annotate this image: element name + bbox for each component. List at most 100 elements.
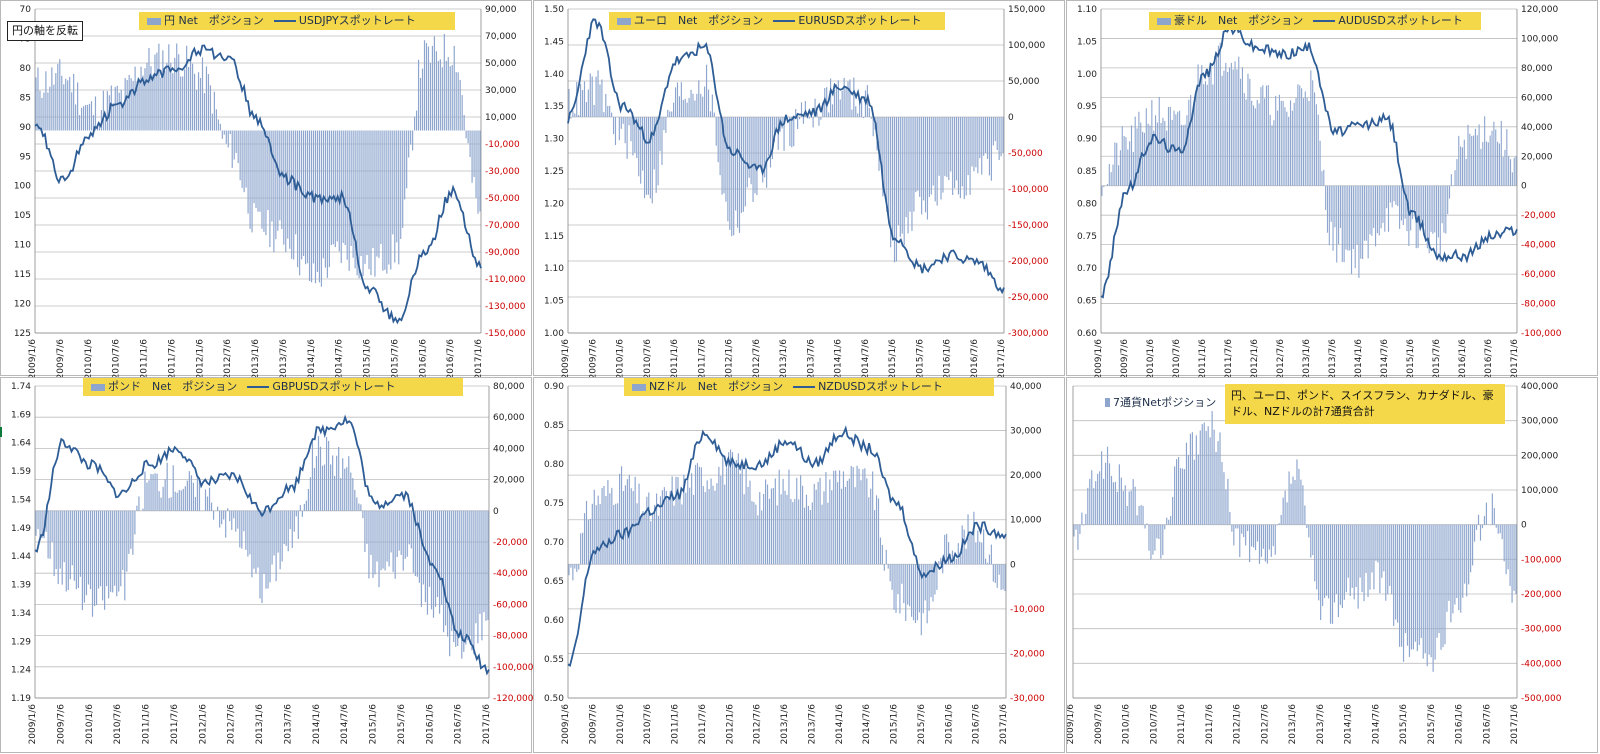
position-bar bbox=[1358, 525, 1359, 609]
position-bar bbox=[1307, 98, 1308, 186]
position-bar bbox=[767, 484, 768, 564]
x-tick-label: 2016/7/6 bbox=[1484, 339, 1494, 377]
position-bar bbox=[1508, 156, 1509, 186]
position-bar bbox=[1158, 525, 1159, 539]
position-bar bbox=[227, 508, 228, 510]
x-tick-label: 2015/1/6 bbox=[1406, 339, 1416, 377]
position-bar bbox=[1113, 482, 1114, 524]
x-tick-label: 2012/7/6 bbox=[1276, 339, 1286, 377]
position-bar bbox=[1327, 186, 1328, 233]
x-tick-label: 2010/7/6 bbox=[643, 339, 653, 377]
position-bar bbox=[605, 94, 606, 117]
position-bar bbox=[1320, 141, 1321, 186]
position-bar bbox=[1225, 489, 1226, 524]
position-bar bbox=[1161, 123, 1162, 186]
position-bar bbox=[1346, 525, 1347, 593]
left-tick-label: 0.90 bbox=[1077, 135, 1097, 145]
position-bar bbox=[50, 511, 51, 559]
legend-eur: ユーロ Net ポジション EURUSDスポットレート bbox=[609, 12, 945, 30]
left-tick-label: 1.30 bbox=[544, 135, 564, 145]
position-bar bbox=[1399, 186, 1400, 229]
position-bar bbox=[1425, 186, 1426, 242]
position-bar bbox=[35, 77, 36, 130]
x-tick-label: 2015/1/6 bbox=[888, 339, 898, 377]
position-bar bbox=[685, 99, 686, 117]
right-tick-label: -200,000 bbox=[1521, 590, 1562, 600]
position-bar bbox=[103, 91, 104, 131]
position-bar bbox=[701, 467, 702, 564]
legend-jpy: 円 Net ポジション USDJPYスポットレート bbox=[139, 12, 455, 30]
position-bar bbox=[892, 564, 893, 590]
position-bar bbox=[1458, 525, 1459, 610]
position-bar bbox=[838, 80, 839, 117]
position-bar bbox=[929, 117, 930, 197]
position-bar bbox=[1152, 525, 1153, 555]
left-tick-label: 1.69 bbox=[11, 410, 31, 420]
position-bar bbox=[898, 117, 899, 225]
legend-item-line: EURUSDスポットレート bbox=[773, 12, 921, 30]
position-bar bbox=[326, 437, 327, 511]
position-bar bbox=[154, 55, 155, 131]
position-bar bbox=[977, 117, 978, 173]
left-tick-label: 0.65 bbox=[1077, 297, 1097, 307]
position-bar bbox=[416, 111, 417, 131]
position-bar bbox=[888, 564, 889, 568]
position-bar bbox=[1466, 525, 1467, 597]
position-bar bbox=[306, 501, 307, 511]
position-bar bbox=[674, 506, 675, 565]
position-bar bbox=[319, 131, 320, 283]
left-tick-label: 0.55 bbox=[544, 655, 564, 665]
position-bar bbox=[82, 511, 83, 610]
position-bar bbox=[1383, 525, 1384, 572]
position-bar bbox=[80, 511, 81, 577]
position-bar bbox=[317, 131, 318, 272]
position-bar bbox=[944, 117, 945, 176]
x-tick-label: 2014/1/6 bbox=[834, 339, 844, 377]
position-bar bbox=[132, 511, 133, 555]
position-bar bbox=[725, 117, 726, 202]
position-bar bbox=[110, 511, 111, 592]
position-bar bbox=[372, 131, 373, 249]
chart-gbp: 80,00060,00040,00020,0000-20,000-40,000-… bbox=[1, 378, 533, 754]
position-bar bbox=[1137, 515, 1138, 524]
position-bar bbox=[1393, 525, 1394, 626]
position-bar bbox=[92, 511, 93, 617]
position-bar bbox=[118, 511, 119, 592]
position-bar bbox=[234, 131, 235, 160]
position-bar bbox=[956, 117, 957, 180]
right-tick-label: 80,000 bbox=[493, 382, 525, 392]
position-bar bbox=[439, 511, 440, 614]
position-bar bbox=[1266, 86, 1267, 186]
x-tick-label: 2013/1/6 bbox=[255, 704, 265, 745]
position-bar bbox=[793, 117, 794, 146]
position-bar bbox=[1344, 186, 1345, 262]
position-bar bbox=[707, 480, 708, 564]
position-bar bbox=[590, 73, 591, 117]
position-bar bbox=[1270, 115, 1271, 186]
position-bar bbox=[445, 511, 446, 626]
left-tick-label: 85 bbox=[20, 93, 31, 103]
position-bar bbox=[869, 108, 870, 117]
position-bar bbox=[818, 117, 819, 126]
position-bar bbox=[835, 471, 836, 565]
position-bar bbox=[1267, 525, 1268, 564]
right-tick-label: -20,000 bbox=[1521, 211, 1556, 221]
position-bar bbox=[78, 511, 79, 588]
position-bar bbox=[1358, 186, 1359, 278]
position-bar bbox=[1255, 108, 1256, 185]
position-bar bbox=[277, 131, 278, 231]
position-bar bbox=[191, 475, 192, 510]
position-bar bbox=[642, 511, 643, 564]
position-bar bbox=[882, 545, 883, 564]
position-bar bbox=[1116, 143, 1117, 186]
position-bar bbox=[1356, 525, 1357, 587]
position-bar bbox=[985, 559, 986, 565]
position-bar bbox=[54, 511, 55, 576]
position-bar bbox=[1125, 485, 1126, 524]
position-bar bbox=[335, 131, 336, 248]
position-bar bbox=[1243, 525, 1244, 537]
position-bar bbox=[601, 488, 602, 564]
position-bar bbox=[1207, 85, 1208, 186]
position-bar bbox=[1154, 525, 1155, 551]
